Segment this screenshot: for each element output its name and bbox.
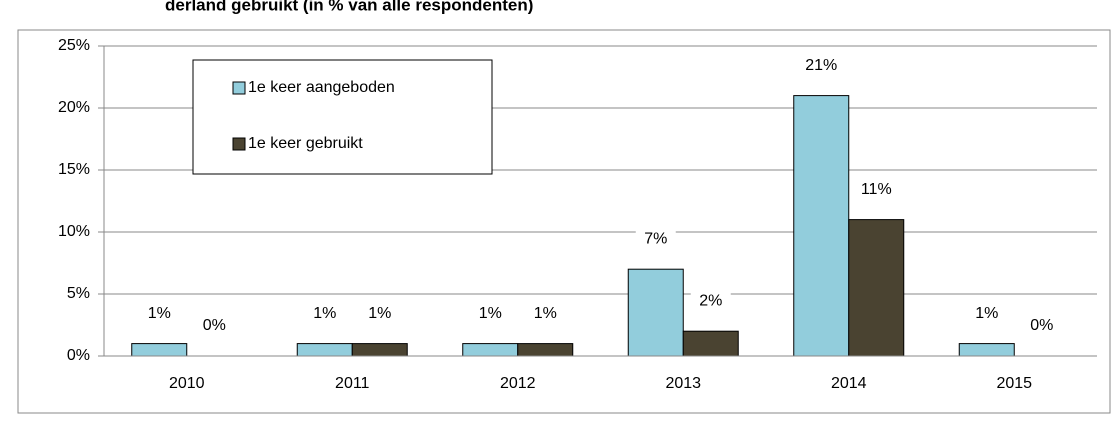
y-tick-label: 10% xyxy=(58,223,90,240)
data-label: 21% xyxy=(805,57,837,74)
bar xyxy=(351,343,408,357)
y-tick-label: 25% xyxy=(58,37,90,54)
data-label: 1% xyxy=(534,305,557,322)
legend-swatch xyxy=(232,137,246,151)
data-label: 1% xyxy=(479,305,502,322)
data-label: 11% xyxy=(861,181,892,198)
data-label-bg xyxy=(139,302,180,325)
bar xyxy=(131,343,188,357)
data-label-bg xyxy=(690,290,731,313)
y-tick-label: 0% xyxy=(67,347,90,364)
data-label-bg xyxy=(801,54,842,77)
bar xyxy=(682,330,739,357)
data-label: 0% xyxy=(1030,317,1053,334)
y-tick-label: 20% xyxy=(58,99,90,116)
y-tick-label: 5% xyxy=(67,285,90,302)
data-label: 1% xyxy=(975,305,998,322)
x-tick-label: 2015 xyxy=(996,375,1032,392)
data-label: 1% xyxy=(368,305,391,322)
y-tick-label: 15% xyxy=(58,161,90,178)
data-label-bg xyxy=(856,178,897,201)
bar xyxy=(793,95,850,357)
bar xyxy=(958,343,1015,357)
title-clip xyxy=(0,0,1118,10)
data-label: 2% xyxy=(699,292,722,309)
x-tick-label: 2014 xyxy=(831,375,867,392)
legend-label: 1e keer aangeboden xyxy=(248,79,395,96)
bar xyxy=(517,343,574,357)
data-label: 7% xyxy=(644,230,667,247)
data-label-bg xyxy=(304,302,345,325)
bar xyxy=(296,343,353,357)
data-label-bg xyxy=(470,302,511,325)
x-tick-label: 2012 xyxy=(500,375,536,392)
data-label-bg xyxy=(966,302,1007,325)
data-label-bg xyxy=(635,228,676,251)
data-label-bg xyxy=(1021,315,1062,337)
data-label-bg xyxy=(359,302,400,325)
bar xyxy=(848,219,905,357)
bar xyxy=(462,343,519,357)
x-tick-label: 2011 xyxy=(335,375,370,392)
data-label-bg xyxy=(525,302,566,325)
data-label: 1% xyxy=(148,305,171,322)
data-label-bg xyxy=(194,315,235,337)
chart-title: derland gebruikt (in % van alle responde… xyxy=(165,0,533,14)
legend-box xyxy=(192,59,493,175)
data-label: 1% xyxy=(313,305,336,322)
legend-swatch xyxy=(232,81,246,95)
x-tick-label: 2010 xyxy=(169,375,205,392)
x-tick-label: 2013 xyxy=(665,375,701,392)
data-label: 0% xyxy=(203,317,226,334)
bar xyxy=(627,268,684,357)
legend-label: 1e keer gebruikt xyxy=(248,135,363,152)
